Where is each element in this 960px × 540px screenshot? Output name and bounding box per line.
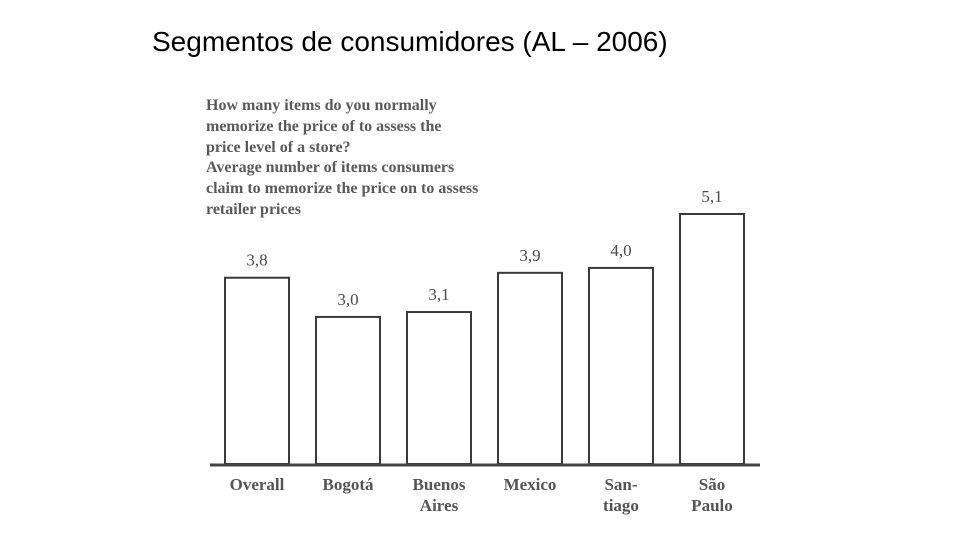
bar-value-label: 4,0 xyxy=(610,241,631,260)
bar xyxy=(679,213,745,465)
category-label: Mexico xyxy=(504,475,557,494)
chart-question-line: How many items do you normally xyxy=(206,97,437,114)
category-label: Buenos xyxy=(413,475,466,494)
bar-value-label: 3,0 xyxy=(337,290,358,309)
bar-value-label: 5,1 xyxy=(701,187,722,206)
bar xyxy=(224,276,290,465)
bar xyxy=(588,266,654,465)
chart-question: How many items do you normally memorize … xyxy=(206,96,551,221)
slide-title: Segmentos de consumidores (AL – 2006) xyxy=(152,26,668,57)
category-label: Paulo xyxy=(691,496,733,515)
bar-value-label: 3,1 xyxy=(428,285,449,304)
category-label: Aires xyxy=(420,496,459,515)
category-label: Overall xyxy=(230,475,285,494)
chart-question-line: Average number of items consumers xyxy=(206,159,455,177)
category-label: São xyxy=(699,475,725,494)
category-label: Bogotá xyxy=(323,475,375,494)
chart-question-line: memorize the price of to assess the xyxy=(206,117,442,135)
bar-value-label: 3,8 xyxy=(246,251,267,270)
category-label: San- xyxy=(604,475,637,494)
category-label: tiago xyxy=(603,496,639,515)
chart-question-line: price level of a store? xyxy=(206,138,351,156)
bar-value-label: 3,9 xyxy=(519,246,540,265)
labels-layer: 3,8 Overall 3,0 Bogotá 3,1 Buenos Aires 3,9 Mexi… xyxy=(230,187,733,515)
chart-question-line: retailer prices xyxy=(206,200,301,218)
bar xyxy=(315,315,381,465)
bar xyxy=(497,271,563,465)
chart-question-line: claim to memorize the price on to assess xyxy=(206,180,479,198)
bars-layer xyxy=(224,213,745,465)
bar xyxy=(406,311,472,465)
